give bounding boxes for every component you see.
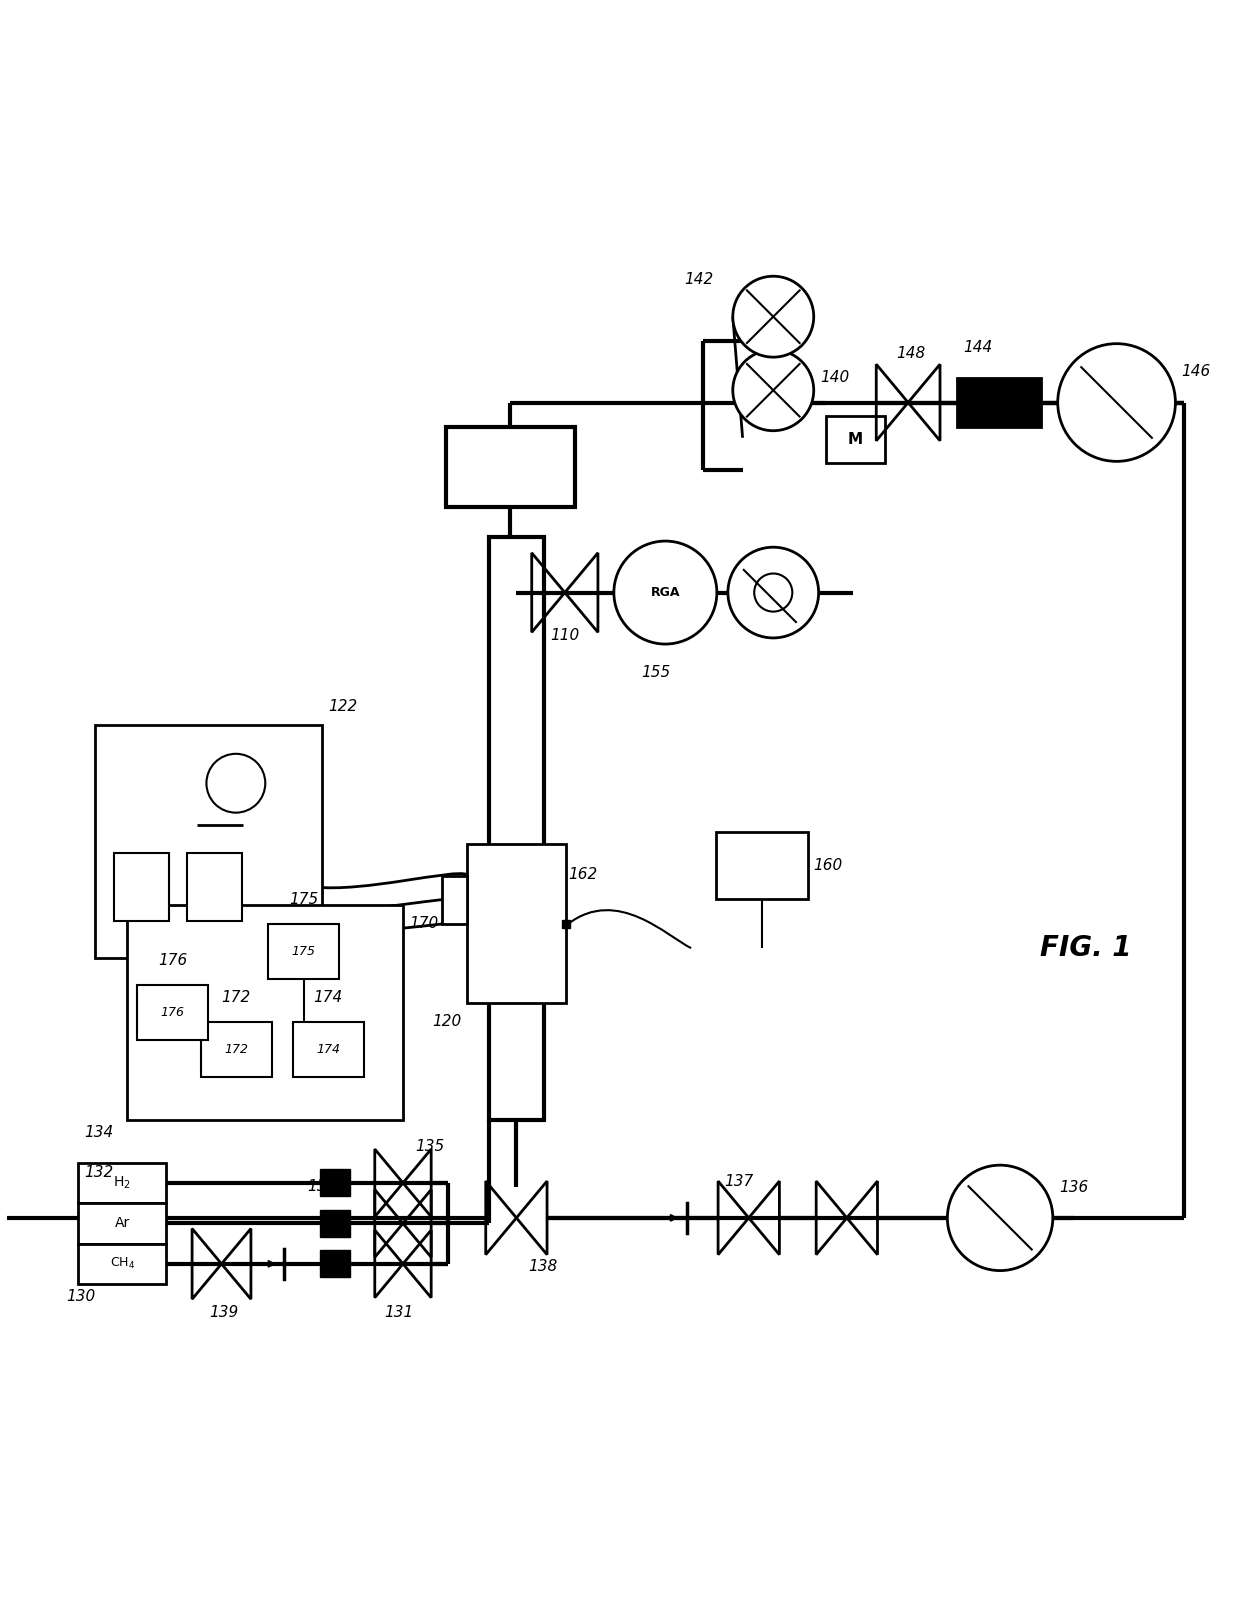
Bar bbox=[443, 876, 466, 924]
Bar bbox=[187, 854, 242, 921]
Bar bbox=[293, 1022, 363, 1077]
Text: Ar: Ar bbox=[114, 1216, 130, 1230]
Bar bbox=[95, 726, 322, 958]
Bar bbox=[136, 985, 208, 1040]
Text: 139: 139 bbox=[210, 1306, 238, 1320]
Bar bbox=[114, 854, 169, 921]
Text: 172: 172 bbox=[222, 990, 250, 1004]
Circle shape bbox=[754, 574, 792, 612]
Text: 122: 122 bbox=[329, 698, 357, 714]
Bar bbox=[320, 1251, 350, 1277]
Text: 135: 135 bbox=[415, 1139, 444, 1153]
Text: M: M bbox=[848, 433, 863, 447]
Text: 175: 175 bbox=[291, 945, 316, 958]
Text: CH$_4$: CH$_4$ bbox=[109, 1256, 135, 1272]
Text: 142: 142 bbox=[683, 272, 713, 287]
Circle shape bbox=[733, 349, 813, 431]
Text: 137: 137 bbox=[724, 1174, 754, 1189]
Text: 176: 176 bbox=[157, 953, 187, 968]
Bar bbox=[78, 1163, 166, 1203]
Text: 175: 175 bbox=[289, 892, 319, 907]
Bar bbox=[268, 924, 340, 979]
Circle shape bbox=[733, 276, 813, 357]
Text: 134: 134 bbox=[84, 1125, 113, 1139]
Bar bbox=[78, 1203, 166, 1243]
Text: 132: 132 bbox=[84, 1165, 113, 1181]
Text: 133: 133 bbox=[308, 1179, 336, 1193]
Text: 148: 148 bbox=[895, 346, 925, 360]
Text: 130: 130 bbox=[66, 1290, 95, 1304]
Text: 162: 162 bbox=[568, 867, 598, 883]
Text: 146: 146 bbox=[1182, 364, 1210, 380]
Bar bbox=[78, 1243, 166, 1285]
Text: 120: 120 bbox=[433, 1014, 461, 1028]
Bar bbox=[957, 378, 1040, 428]
Text: 136: 136 bbox=[1059, 1179, 1089, 1195]
Bar bbox=[128, 905, 403, 1120]
Text: 140: 140 bbox=[820, 370, 849, 386]
Circle shape bbox=[614, 541, 717, 644]
Text: 174: 174 bbox=[316, 1043, 340, 1056]
Text: 110: 110 bbox=[551, 628, 579, 642]
Text: 170: 170 bbox=[409, 916, 439, 931]
Text: 160: 160 bbox=[813, 857, 843, 873]
Circle shape bbox=[947, 1165, 1053, 1270]
Text: 172: 172 bbox=[224, 1043, 248, 1056]
Bar bbox=[826, 417, 885, 463]
Text: 155: 155 bbox=[641, 665, 670, 679]
Bar bbox=[715, 831, 807, 899]
Bar bbox=[466, 844, 565, 1003]
Text: 176: 176 bbox=[160, 1006, 185, 1019]
Text: 138: 138 bbox=[528, 1259, 558, 1275]
Circle shape bbox=[206, 755, 265, 812]
Bar bbox=[320, 1169, 350, 1197]
Circle shape bbox=[728, 548, 818, 638]
Text: H$_2$: H$_2$ bbox=[113, 1174, 131, 1192]
Text: 174: 174 bbox=[314, 990, 342, 1004]
Text: 131: 131 bbox=[384, 1306, 414, 1320]
Circle shape bbox=[1058, 344, 1176, 461]
Bar bbox=[201, 1022, 272, 1077]
Bar bbox=[320, 1210, 350, 1237]
Bar bbox=[489, 537, 544, 1120]
Bar bbox=[446, 428, 574, 506]
Text: FIG. 1: FIG. 1 bbox=[1040, 934, 1132, 963]
Text: RGA: RGA bbox=[651, 586, 680, 599]
Text: 144: 144 bbox=[963, 340, 992, 354]
